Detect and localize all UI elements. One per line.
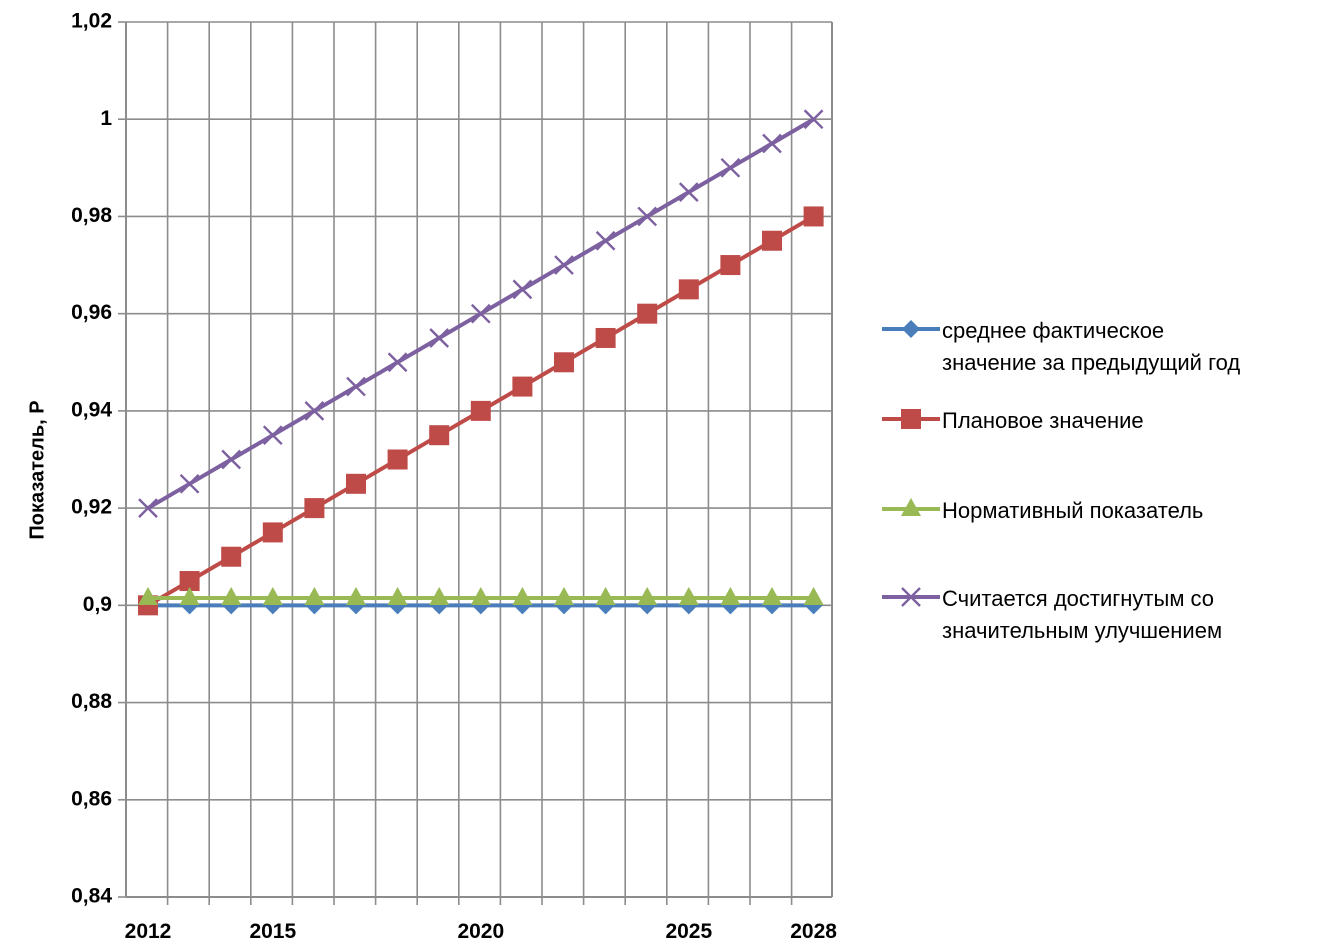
data-point — [429, 587, 450, 606]
data-point — [512, 279, 533, 300]
series-triangle — [138, 587, 824, 606]
data-point — [803, 587, 824, 606]
series-square — [138, 206, 824, 616]
legend-label: Плановое значение — [942, 408, 1144, 433]
legend-marker — [901, 587, 921, 607]
data-point — [637, 303, 658, 324]
legend-marker — [901, 409, 921, 429]
data-point — [678, 182, 699, 202]
data-point — [554, 352, 574, 373]
data-point — [595, 587, 616, 606]
legend-item: Нормативный показатель — [880, 495, 1203, 527]
y-tick-label: 0,88 — [71, 690, 112, 713]
y-tick-label: 0,9 — [83, 593, 112, 616]
data-point — [221, 587, 242, 606]
data-point — [720, 587, 741, 606]
data-point — [346, 376, 366, 397]
data-point — [346, 587, 366, 606]
data-point — [762, 587, 782, 606]
data-point — [720, 157, 741, 178]
grid — [126, 21, 832, 898]
series-x — [138, 109, 824, 518]
data-point — [138, 498, 158, 518]
x-tick-label: 2028 — [790, 920, 837, 943]
data-point — [262, 587, 283, 606]
data-point — [762, 133, 782, 154]
data-point — [346, 473, 366, 494]
legend-marker — [901, 498, 921, 516]
data-point — [429, 425, 450, 446]
x-tick-label: 2020 — [457, 920, 504, 943]
data-point — [470, 400, 491, 421]
legend-label: Считается достигнутым со значительным ул… — [942, 586, 1223, 643]
legend-swatch — [882, 498, 940, 516]
y-tick-label: 1 — [100, 107, 112, 130]
data-point — [637, 587, 658, 606]
data-point — [512, 587, 533, 606]
data-point — [262, 522, 283, 543]
data-point — [387, 449, 408, 470]
data-point — [512, 376, 533, 397]
data-point — [221, 449, 242, 470]
tick-labels: 0,84 0,86 0,88 0,9 0,92 0,94 0,96 0,98 1 1,02 2012… — [71, 10, 837, 943]
data-point — [429, 328, 450, 348]
data-point — [304, 587, 325, 606]
data-point — [554, 255, 574, 275]
data-point — [803, 206, 824, 227]
legend-item: среднее фактическое значение за предыдущ… — [880, 315, 1240, 379]
y-tick-label: 1,02 — [71, 10, 112, 33]
legend-swatch — [882, 409, 940, 429]
data-point — [637, 206, 658, 227]
data-point — [595, 327, 616, 348]
data-point — [179, 587, 200, 606]
y-tick-label: 0,92 — [71, 496, 112, 519]
x-tick-label: 2012 — [125, 920, 172, 943]
data-point — [678, 279, 699, 300]
legend-marker — [902, 320, 920, 338]
data-point — [221, 546, 242, 567]
data-point — [387, 352, 408, 373]
data-point — [470, 303, 491, 324]
data-point — [470, 587, 491, 606]
legend-swatch — [882, 587, 940, 607]
legend-item: Плановое значение — [880, 405, 1144, 437]
data-point — [595, 230, 616, 251]
y-tick-label: 0,96 — [71, 301, 112, 324]
legend-swatch — [882, 320, 940, 338]
legend-label: Нормативный показатель — [942, 498, 1204, 523]
series-group — [138, 109, 824, 616]
data-point — [262, 425, 283, 446]
data-point — [304, 498, 325, 519]
data-point — [762, 230, 782, 251]
x-tick-label: 2015 — [249, 920, 296, 943]
data-point — [179, 473, 200, 494]
data-point — [720, 255, 741, 276]
legend-item: Считается достигнутым со значительным ул… — [880, 583, 1222, 647]
legend-label: среднее фактическое значение за предыдущ… — [942, 318, 1241, 375]
data-point — [803, 109, 824, 130]
y-tick-label: 0,98 — [71, 204, 112, 227]
data-point — [554, 587, 574, 606]
y-tick-label: 0,86 — [71, 787, 112, 810]
data-point — [138, 587, 158, 606]
axes — [118, 21, 833, 905]
y-tick-label: 0,84 — [71, 885, 112, 908]
data-point — [678, 587, 699, 606]
data-point — [179, 571, 200, 592]
y-axis-title: Показатель, Р — [26, 400, 48, 539]
y-tick-label: 0,94 — [71, 398, 112, 421]
data-point — [387, 587, 408, 606]
data-point — [304, 401, 325, 421]
x-tick-label: 2025 — [665, 920, 712, 943]
